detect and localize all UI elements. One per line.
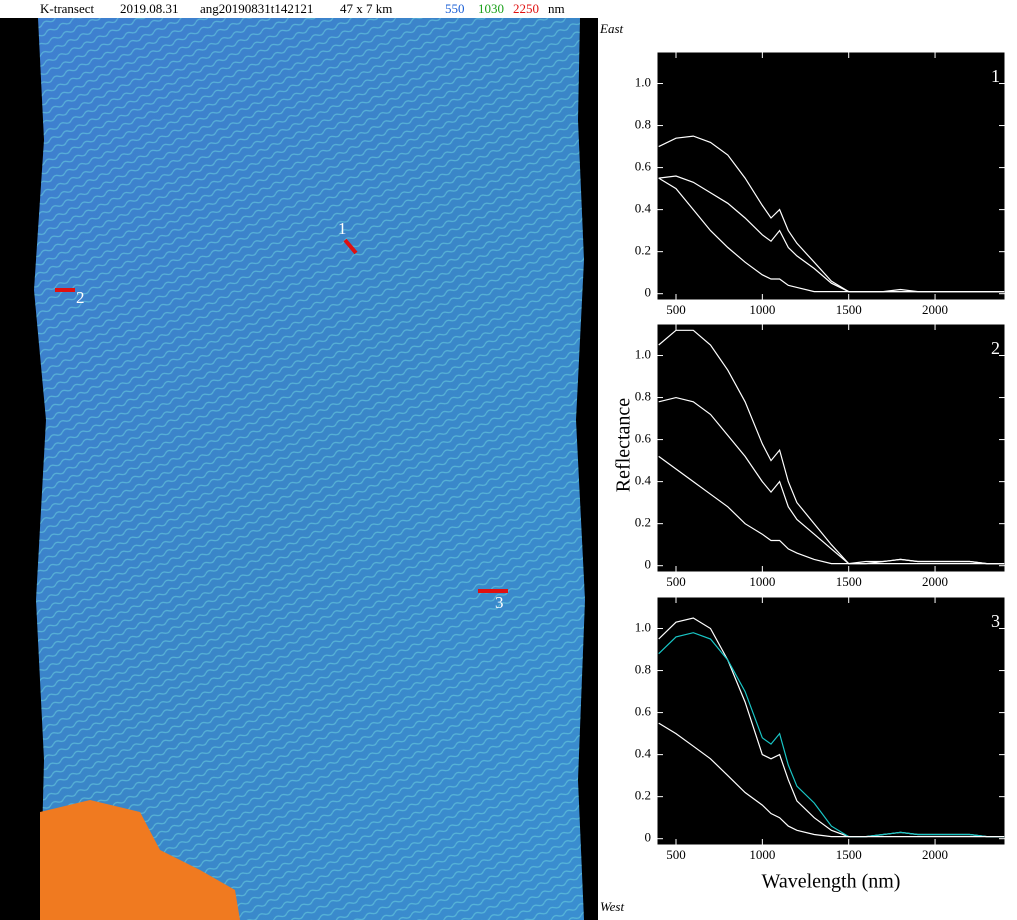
marker-1	[343, 238, 358, 255]
plot-area	[656, 323, 1006, 573]
x-tick-label: 1500	[836, 574, 862, 589]
east-label: East	[599, 21, 624, 36]
y-tick-label: 0.6	[635, 159, 652, 174]
y-tick-label: 1.0	[635, 620, 651, 635]
header-band: 2250	[513, 1, 539, 16]
x-tick-label: 1500	[836, 302, 862, 317]
header-size: 47 x 7 km	[340, 1, 392, 16]
panel-label: 3	[991, 611, 1000, 631]
marker-label: 1	[338, 219, 347, 238]
header-scene: ang20190831t142121	[200, 1, 313, 16]
plot-area	[656, 596, 1006, 846]
y-tick-label: 0.2	[635, 243, 651, 258]
x-tick-label: 500	[666, 302, 686, 317]
header-date: 2019.08.31	[120, 1, 179, 16]
y-tick-label: 0.4	[635, 746, 652, 761]
spectrum-line	[658, 455, 1005, 565]
panel-label: 2	[991, 338, 1000, 358]
x-tick-label: 2000	[922, 847, 948, 862]
y-tick-label: 0.8	[635, 662, 651, 677]
y-tick-label: 0.8	[635, 389, 651, 404]
y-tick-label: 0.6	[635, 704, 652, 719]
x-tick-label: 2000	[922, 574, 948, 589]
ice-texture	[34, 18, 585, 920]
spectrum-line	[658, 177, 1005, 293]
west-label: West	[600, 899, 624, 914]
y-tick-label: 0.8	[635, 117, 651, 132]
y-tick-label: 1.0	[635, 75, 651, 90]
y-tick-label: 0	[645, 285, 652, 300]
x-tick-label: 1500	[836, 847, 862, 862]
y-tick-label: 0.6	[635, 431, 652, 446]
x-axis-label: Wavelength (nm)	[762, 871, 901, 893]
marker-label: 3	[495, 593, 504, 612]
x-tick-label: 1000	[749, 574, 775, 589]
spectrum-line	[658, 632, 1005, 838]
header-site: K-transect	[40, 1, 95, 16]
y-tick-label: 0.4	[635, 201, 652, 216]
y-tick-label: 0	[645, 557, 652, 572]
y-tick-label: 1.0	[635, 347, 651, 362]
header-band: 550	[445, 1, 465, 16]
y-tick-label: 0	[645, 830, 652, 845]
tundra-patch	[40, 800, 240, 920]
panel-label: 1	[991, 66, 1000, 86]
plot-area	[656, 51, 1006, 301]
marker-label: 2	[76, 288, 85, 307]
x-tick-label: 1000	[749, 302, 775, 317]
spectrum-line	[658, 722, 1005, 838]
header-unit: nm	[548, 1, 565, 16]
header-band: 1030	[478, 1, 504, 16]
y-tick-label: 0.4	[635, 473, 652, 488]
y-tick-label: 0.2	[635, 788, 651, 803]
y-axis-label: Reflectance	[613, 398, 635, 492]
x-tick-label: 1000	[749, 847, 775, 862]
y-tick-label: 0.2	[635, 515, 651, 530]
x-tick-label: 2000	[922, 302, 948, 317]
x-tick-label: 500	[666, 847, 686, 862]
x-tick-label: 500	[666, 574, 686, 589]
spectrum-line	[658, 396, 1005, 565]
